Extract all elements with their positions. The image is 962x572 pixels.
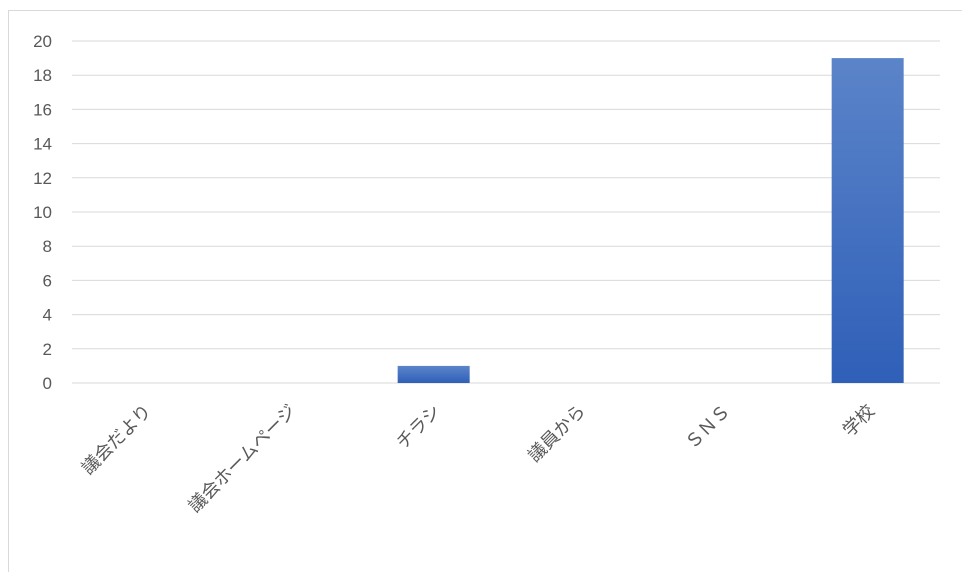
- gridlines: [72, 40, 940, 384]
- y-tick-label: 18: [33, 66, 52, 85]
- x-axis-ticks: 議会だより 議会ホームページ チラシ 議員から ＳＮＳ 学校: [78, 401, 880, 517]
- x-tick-label: 議会ホームページ: [184, 401, 300, 517]
- chart-frame: [8, 10, 962, 572]
- y-tick-label: 20: [33, 32, 52, 51]
- y-tick-label: 0: [43, 374, 52, 393]
- y-tick-label: 8: [43, 237, 52, 256]
- bar: [397, 365, 470, 383]
- y-tick-label: 16: [33, 100, 52, 119]
- x-tick-label: 議会だより: [78, 401, 156, 479]
- y-axis-ticks: 0 2 4 6 8 10 12 14 16 18 20: [33, 32, 52, 393]
- bar: [831, 58, 904, 383]
- y-tick-label: 6: [43, 271, 52, 290]
- x-tick-label: 議員から: [524, 401, 590, 467]
- y-tick-label: 10: [33, 203, 52, 222]
- y-tick-label: 2: [43, 340, 52, 359]
- bars: [397, 58, 904, 383]
- x-tick-label: ＳＮＳ: [682, 401, 735, 454]
- y-tick-label: 14: [33, 135, 52, 154]
- y-tick-label: 12: [33, 169, 52, 188]
- x-tick-label: 学校: [839, 401, 879, 441]
- x-tick-label: チラシ: [392, 401, 445, 454]
- y-tick-label: 4: [43, 306, 52, 325]
